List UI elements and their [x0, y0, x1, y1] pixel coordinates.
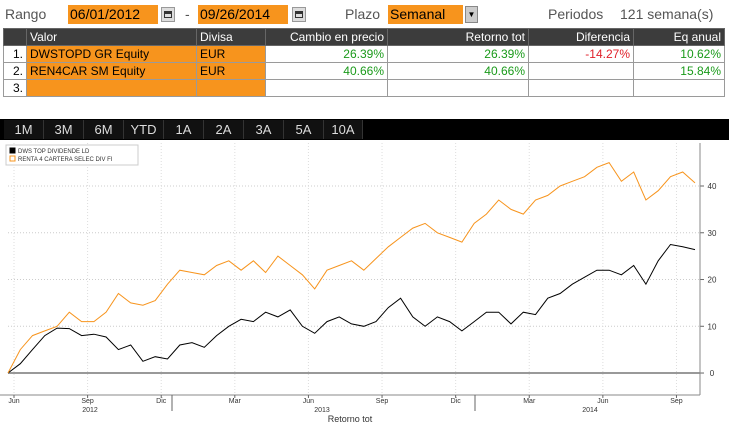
start-date[interactable]: 06/01/2012 [68, 5, 158, 24]
period-button[interactable]: YTD [124, 120, 164, 139]
y-tick-label: 20 [708, 276, 717, 285]
header: Retorno tot [387, 28, 529, 46]
header: Divisa [196, 28, 266, 46]
price-change: 40.66% [265, 62, 388, 80]
legend-box [5, 144, 139, 166]
term-label: Plazo [345, 6, 381, 22]
header: Eq anual [633, 28, 725, 46]
year-label: 2014 [582, 407, 598, 414]
dash: - [185, 6, 190, 22]
dropdown-arrow[interactable]: ▼ [465, 6, 478, 23]
legend-swatch [9, 155, 16, 162]
header: Valor [26, 28, 197, 46]
header: Diferencia [528, 28, 634, 46]
difference: -14.27% [528, 45, 634, 63]
x-tick-label: Sep [81, 398, 94, 405]
x-tick-label: Jun [597, 398, 608, 405]
y-tick-label: 0 [710, 369, 715, 378]
ticker[interactable]: DWSTOPD GR Equity [26, 45, 197, 63]
period-button[interactable]: 1M [4, 120, 44, 139]
total-return: 40.66% [387, 62, 529, 80]
year-label: 2012 [82, 407, 98, 414]
x-tick-label: Sep [376, 398, 389, 405]
x-tick-label: Mar [229, 398, 242, 405]
x-tick-label: Dic [451, 398, 462, 405]
price-change: 26.39% [265, 45, 388, 63]
y-tick-label: 10 [708, 322, 717, 331]
currency: EUR [196, 45, 266, 63]
difference [528, 62, 634, 80]
header: Cambio en precio [265, 28, 388, 46]
y-tick-label: 30 [708, 229, 717, 238]
legend-label: RENTA 4 CARTERA SELEC DIV FI [18, 157, 113, 163]
results-table: Valor Divisa Cambio en precio Retorno to… [3, 28, 725, 97]
ticker[interactable]: REN4CAR SM Equity [26, 62, 197, 80]
x-tick-label: Dic [156, 398, 167, 405]
series-line [7, 243, 696, 374]
periods-label: Periodos [548, 6, 604, 22]
x-axis-title: Retorno tot [328, 414, 373, 424]
annual-eq: 10.62% [633, 45, 725, 63]
period-button[interactable]: 2A [204, 120, 244, 139]
period-button[interactable]: 10A [324, 120, 363, 139]
period-button[interactable]: 3A [244, 120, 284, 139]
period-button[interactable]: 5A [284, 120, 324, 139]
calendar-icon[interactable] [292, 7, 306, 22]
currency [196, 79, 266, 97]
period-button[interactable]: 3M [44, 120, 84, 139]
cell [265, 79, 388, 97]
y-tick-label: 40 [708, 182, 717, 191]
legend-label: DWS TOP DIVIDENDE LD [18, 149, 90, 155]
periods-value: 121 semana(s) [620, 6, 714, 22]
year-label: 2013 [314, 407, 330, 414]
row-num: 3. [3, 79, 27, 97]
total-return: 26.39% [387, 45, 529, 63]
x-tick-label: Sep [670, 398, 683, 405]
ticker[interactable] [26, 79, 197, 97]
chart: 0 10 20 30 40 Jun Sep Dic Mar Jun Sep Dic Mar Jun Sep 2… [0, 143, 717, 424]
period-toolbar: 1M 3M 6M YTD 1A 2A 3A 5A 10A [0, 119, 729, 140]
cell [528, 79, 634, 97]
row-num: 1. [3, 45, 27, 63]
period-button[interactable]: 1A [164, 120, 204, 139]
x-tick-label: Jun [303, 398, 314, 405]
x-tick-label: Mar [523, 398, 536, 405]
range-label: Rango [5, 6, 47, 22]
annual-eq: 15.84% [633, 62, 725, 80]
currency: EUR [196, 62, 266, 80]
term-dropdown[interactable]: Semanal [388, 5, 463, 24]
x-tick-label: Jun [8, 398, 19, 405]
calendar-icon[interactable] [161, 7, 175, 22]
period-button[interactable]: 6M [84, 120, 124, 139]
end-date[interactable]: 09/26/2014 [198, 5, 288, 24]
row-num: 2. [3, 62, 27, 80]
cell [387, 79, 529, 97]
cell [633, 79, 725, 97]
series-line [7, 161, 696, 374]
legend-swatch [9, 147, 16, 154]
